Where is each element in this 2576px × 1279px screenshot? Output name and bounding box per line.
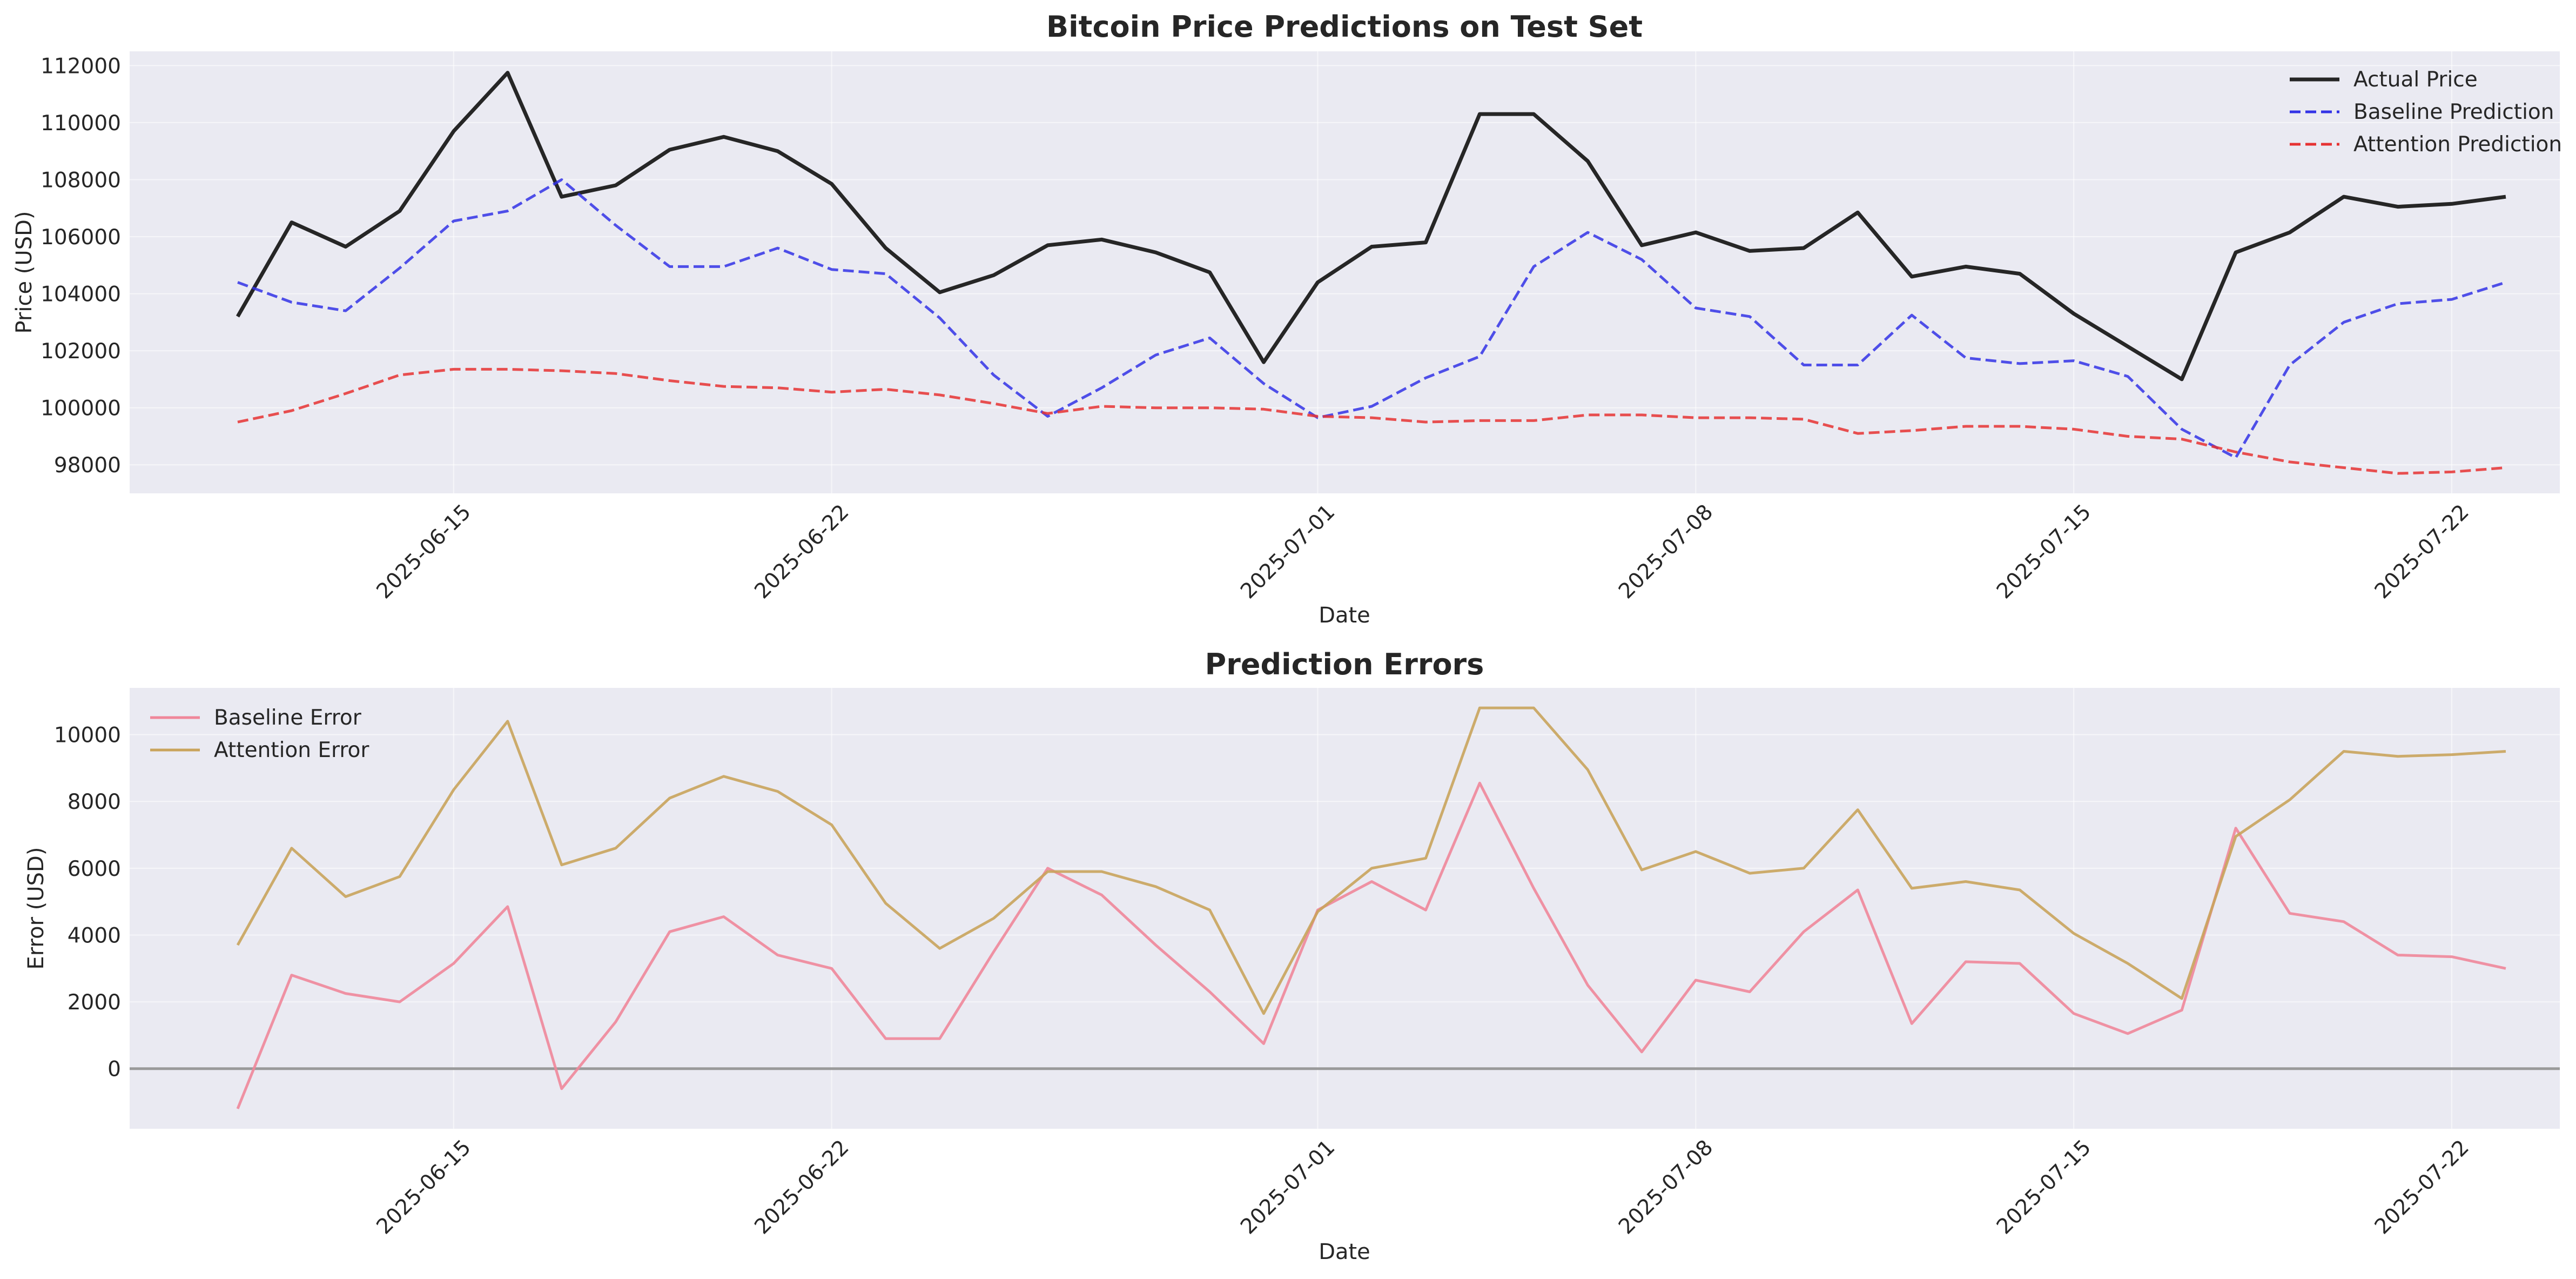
- legend-label: Baseline Prediction: [2353, 100, 2554, 124]
- y-tick-label: 100000: [41, 397, 121, 421]
- y-tick-label: 108000: [41, 168, 121, 192]
- price-legend: Actual Price Baseline Prediction Attention…: [2290, 68, 2562, 157]
- price-grid: [130, 51, 2560, 493]
- y-tick-label: 98000: [54, 453, 121, 478]
- error-y-tick-labels: 0 2000 4000 6000 8000 10000: [54, 724, 121, 1082]
- y-tick-label: 104000: [41, 283, 121, 307]
- y-tick-label: 2000: [68, 990, 121, 1015]
- y-tick-label: 4000: [68, 923, 121, 948]
- price-x-axis-label: Date: [1319, 603, 1370, 628]
- error-y-axis-label: Error (USD): [24, 847, 49, 970]
- y-tick-label: 102000: [41, 339, 121, 364]
- y-tick-label: 110000: [41, 111, 121, 136]
- price-series-lines: [236, 71, 2506, 475]
- y-tick-label: 6000: [68, 857, 121, 881]
- legend-label: Attention Prediction: [2353, 132, 2562, 157]
- y-tick-label: 8000: [68, 790, 121, 814]
- y-tick-label: 0: [107, 1057, 121, 1082]
- legend-label: Actual Price: [2353, 68, 2478, 92]
- price-y-tick-labels: 98000 100000 102000 104000 106000 108000 11000…: [41, 54, 121, 478]
- y-tick-label: 106000: [41, 225, 121, 250]
- legend-label: Attention Error: [214, 738, 369, 762]
- price-chart-title: Bitcoin Price Predictions on Test Set: [1046, 10, 1643, 44]
- price-plot-area: [130, 51, 2560, 493]
- error-chart-title: Prediction Errors: [1205, 647, 1484, 681]
- error-legend: Baseline Error Attention Error: [150, 706, 369, 762]
- series-line-attention-prediction: [237, 367, 2506, 475]
- y-tick-label: 112000: [41, 54, 121, 78]
- error-series-lines: [236, 706, 2506, 1109]
- error-x-axis-label: Date: [1319, 1240, 1370, 1264]
- series-line-actual-price: [236, 71, 2506, 381]
- error-plot-area: [130, 688, 2560, 1129]
- y-tick-label: 10000: [54, 724, 121, 748]
- price-chart: 98000 100000 102000 104000 106000 108000 11000…: [12, 10, 2562, 628]
- series-line-attention-error: [236, 706, 2506, 1015]
- series-line-baseline-prediction: [237, 178, 2506, 459]
- series-line-baseline-error: [236, 781, 2506, 1109]
- price-y-axis-label: Price (USD): [12, 211, 37, 334]
- legend-label: Baseline Error: [214, 706, 362, 730]
